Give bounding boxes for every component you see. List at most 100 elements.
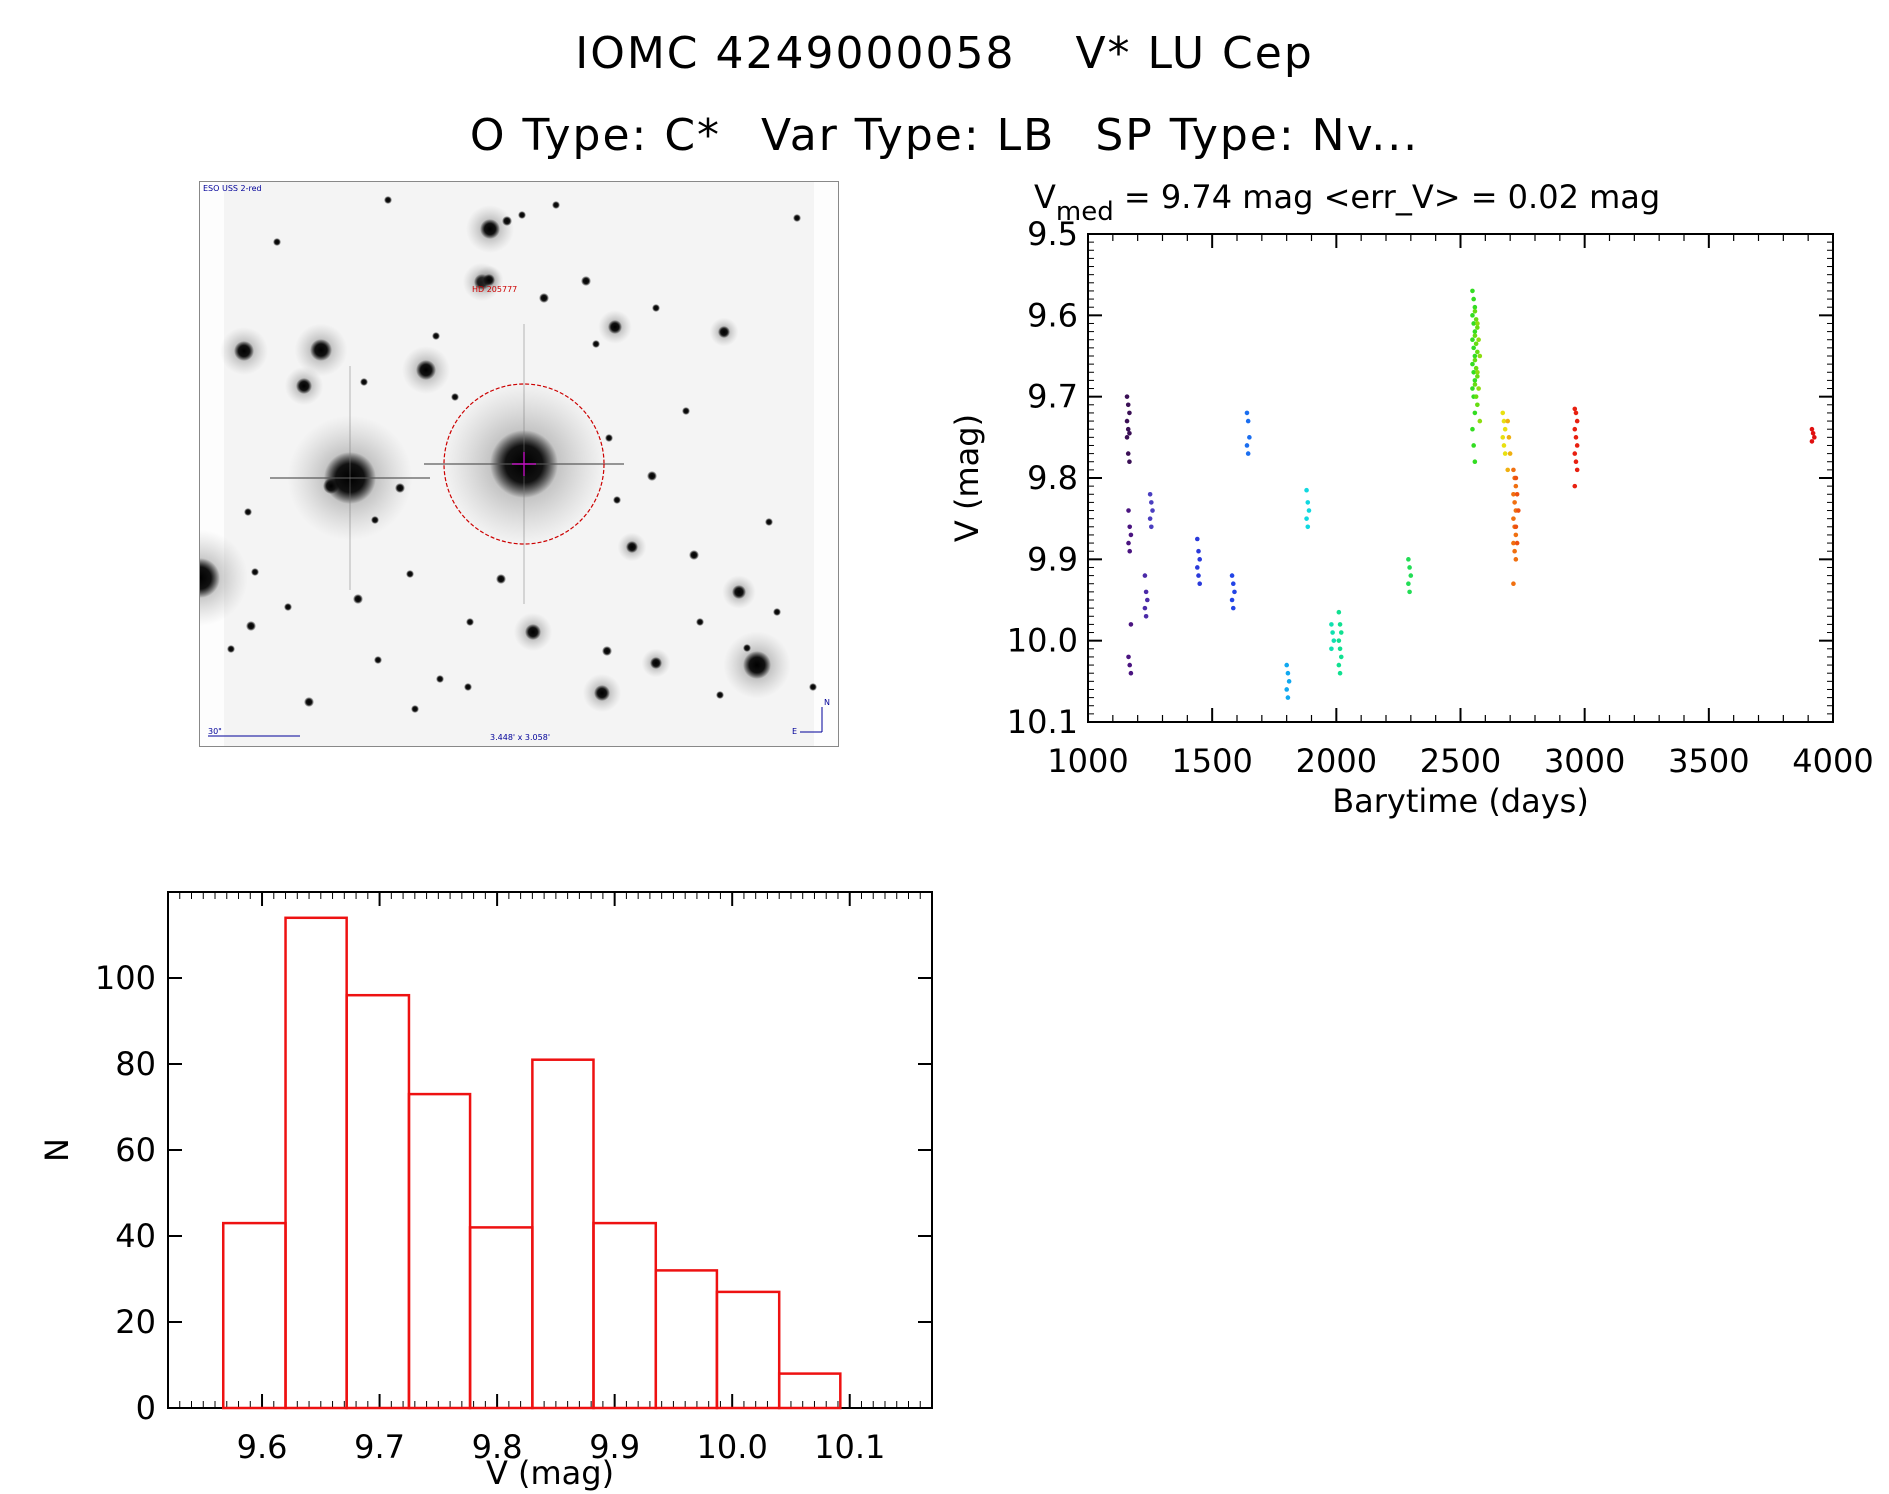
lc-data-point xyxy=(1126,654,1131,660)
star xyxy=(592,340,600,348)
lc-data-point xyxy=(1572,406,1578,412)
star xyxy=(323,478,339,494)
lc-data-point xyxy=(1475,374,1480,379)
lc-data-point xyxy=(1147,491,1153,497)
histogram-bar xyxy=(345,993,411,1410)
lc-data-point xyxy=(1514,540,1520,546)
lc-data-point xyxy=(1472,410,1478,416)
lc-data-point xyxy=(1337,622,1343,627)
star xyxy=(525,624,541,640)
star xyxy=(539,293,549,303)
lc-data-point xyxy=(1304,487,1309,493)
star xyxy=(605,434,613,442)
star xyxy=(432,332,440,340)
lc-data-point xyxy=(1285,670,1291,676)
lc-y-tick-label: 9.8 xyxy=(1027,459,1078,497)
lc-data-point xyxy=(1475,325,1480,330)
star xyxy=(411,705,419,713)
lc-data-point xyxy=(1472,353,1478,359)
star xyxy=(716,691,724,699)
star xyxy=(296,378,312,394)
histogram-bar xyxy=(531,1058,595,1410)
lc-data-point xyxy=(1338,630,1344,635)
star xyxy=(227,645,235,653)
east-label: E xyxy=(792,727,797,736)
star xyxy=(689,550,699,560)
lc-data-point xyxy=(1229,573,1235,578)
lc-x-tick-label: 2500 xyxy=(1420,742,1501,780)
star xyxy=(647,471,657,481)
lc-data-point xyxy=(1500,435,1506,440)
star xyxy=(200,558,220,598)
lc-data-point xyxy=(1810,430,1816,436)
lc-data-point xyxy=(1472,357,1478,363)
histogram-y-label: N xyxy=(38,1138,76,1162)
chart-title-line-1: IOMC 4249000058 V* LU Cep xyxy=(0,28,1889,79)
lc-data-point xyxy=(1142,573,1148,578)
light-curve-axes: 1000 1500 2000 2500 3000 3500 4000 9.5 9.6 9.7 9.8… xyxy=(1007,215,1874,780)
star xyxy=(466,618,474,626)
lc-data-point xyxy=(1472,333,1478,338)
lc-data-point xyxy=(1145,597,1150,603)
lc-data-point xyxy=(1502,451,1508,456)
lc-data-point xyxy=(1286,679,1292,684)
lc-data-point xyxy=(1572,451,1578,456)
target-circle xyxy=(443,383,605,545)
lc-data-point xyxy=(1514,491,1520,497)
star xyxy=(251,568,259,576)
sky-image-canvas: ESO USS 2-red HD 205777 30" 3.448' x 3.0… xyxy=(200,182,838,746)
light-curve-x-label: Barytime (days) xyxy=(1332,782,1589,820)
lc-data-point xyxy=(1500,410,1506,416)
lc-data-point xyxy=(1471,296,1476,302)
lc-data-point xyxy=(1149,500,1154,505)
lc-data-point xyxy=(1511,467,1516,473)
lc-data-point xyxy=(1150,508,1155,513)
star xyxy=(284,603,292,611)
star xyxy=(809,683,817,691)
lc-data-point xyxy=(1512,548,1517,554)
lc-x-tick-label: 2000 xyxy=(1296,742,1377,780)
star-halo xyxy=(200,530,248,626)
lc-data-point xyxy=(1197,557,1203,562)
star xyxy=(273,238,281,246)
lc-data-point xyxy=(1511,581,1516,587)
lc-y-tick-label: 9.7 xyxy=(1027,378,1078,416)
object-name: V* LU Cep xyxy=(1075,28,1314,79)
lc-data-point xyxy=(1125,451,1131,456)
light-curve-chart: Vmed = 9.74 mag <err_V> = 0.02 mag 1000 1… xyxy=(948,178,1874,820)
star xyxy=(650,657,662,669)
star xyxy=(406,570,414,578)
star xyxy=(602,646,612,656)
lc-data-point xyxy=(1407,565,1412,570)
lc-data-point xyxy=(1149,524,1154,530)
lc-data-point xyxy=(1284,687,1290,692)
lc-data-point xyxy=(1143,613,1149,619)
lc-data-point xyxy=(1306,508,1312,513)
star xyxy=(773,608,781,616)
lc-data-point xyxy=(1197,581,1203,587)
star xyxy=(480,219,500,239)
north-label: N xyxy=(824,698,830,707)
star xyxy=(310,339,332,361)
lc-data-point xyxy=(1574,418,1580,424)
lc-y-tick-label: 9.5 xyxy=(1027,215,1078,253)
lc-data-point xyxy=(1128,670,1134,676)
lc-data-point xyxy=(1336,609,1342,615)
lc-data-point xyxy=(1473,341,1479,347)
lc-data-point xyxy=(1472,382,1478,387)
lc-data-point xyxy=(1336,638,1342,643)
object-type: O Type: C* xyxy=(469,110,722,161)
hist-x-tick-label: 9.7 xyxy=(354,1428,405,1466)
lc-data-point xyxy=(1336,662,1342,668)
star xyxy=(371,516,379,524)
star xyxy=(718,326,730,338)
lc-data-point xyxy=(1501,418,1507,424)
lc-data-point xyxy=(1507,451,1513,456)
lc-title-rest: = 9.74 mag <err_V> = 0.02 mag xyxy=(1114,178,1660,216)
lc-data-point xyxy=(1574,443,1580,448)
lc-data-point xyxy=(1470,361,1475,367)
star xyxy=(234,341,254,361)
lc-data-point xyxy=(1476,386,1481,391)
star xyxy=(594,685,610,701)
hist-x-tick-label: 9.8 xyxy=(472,1428,523,1466)
